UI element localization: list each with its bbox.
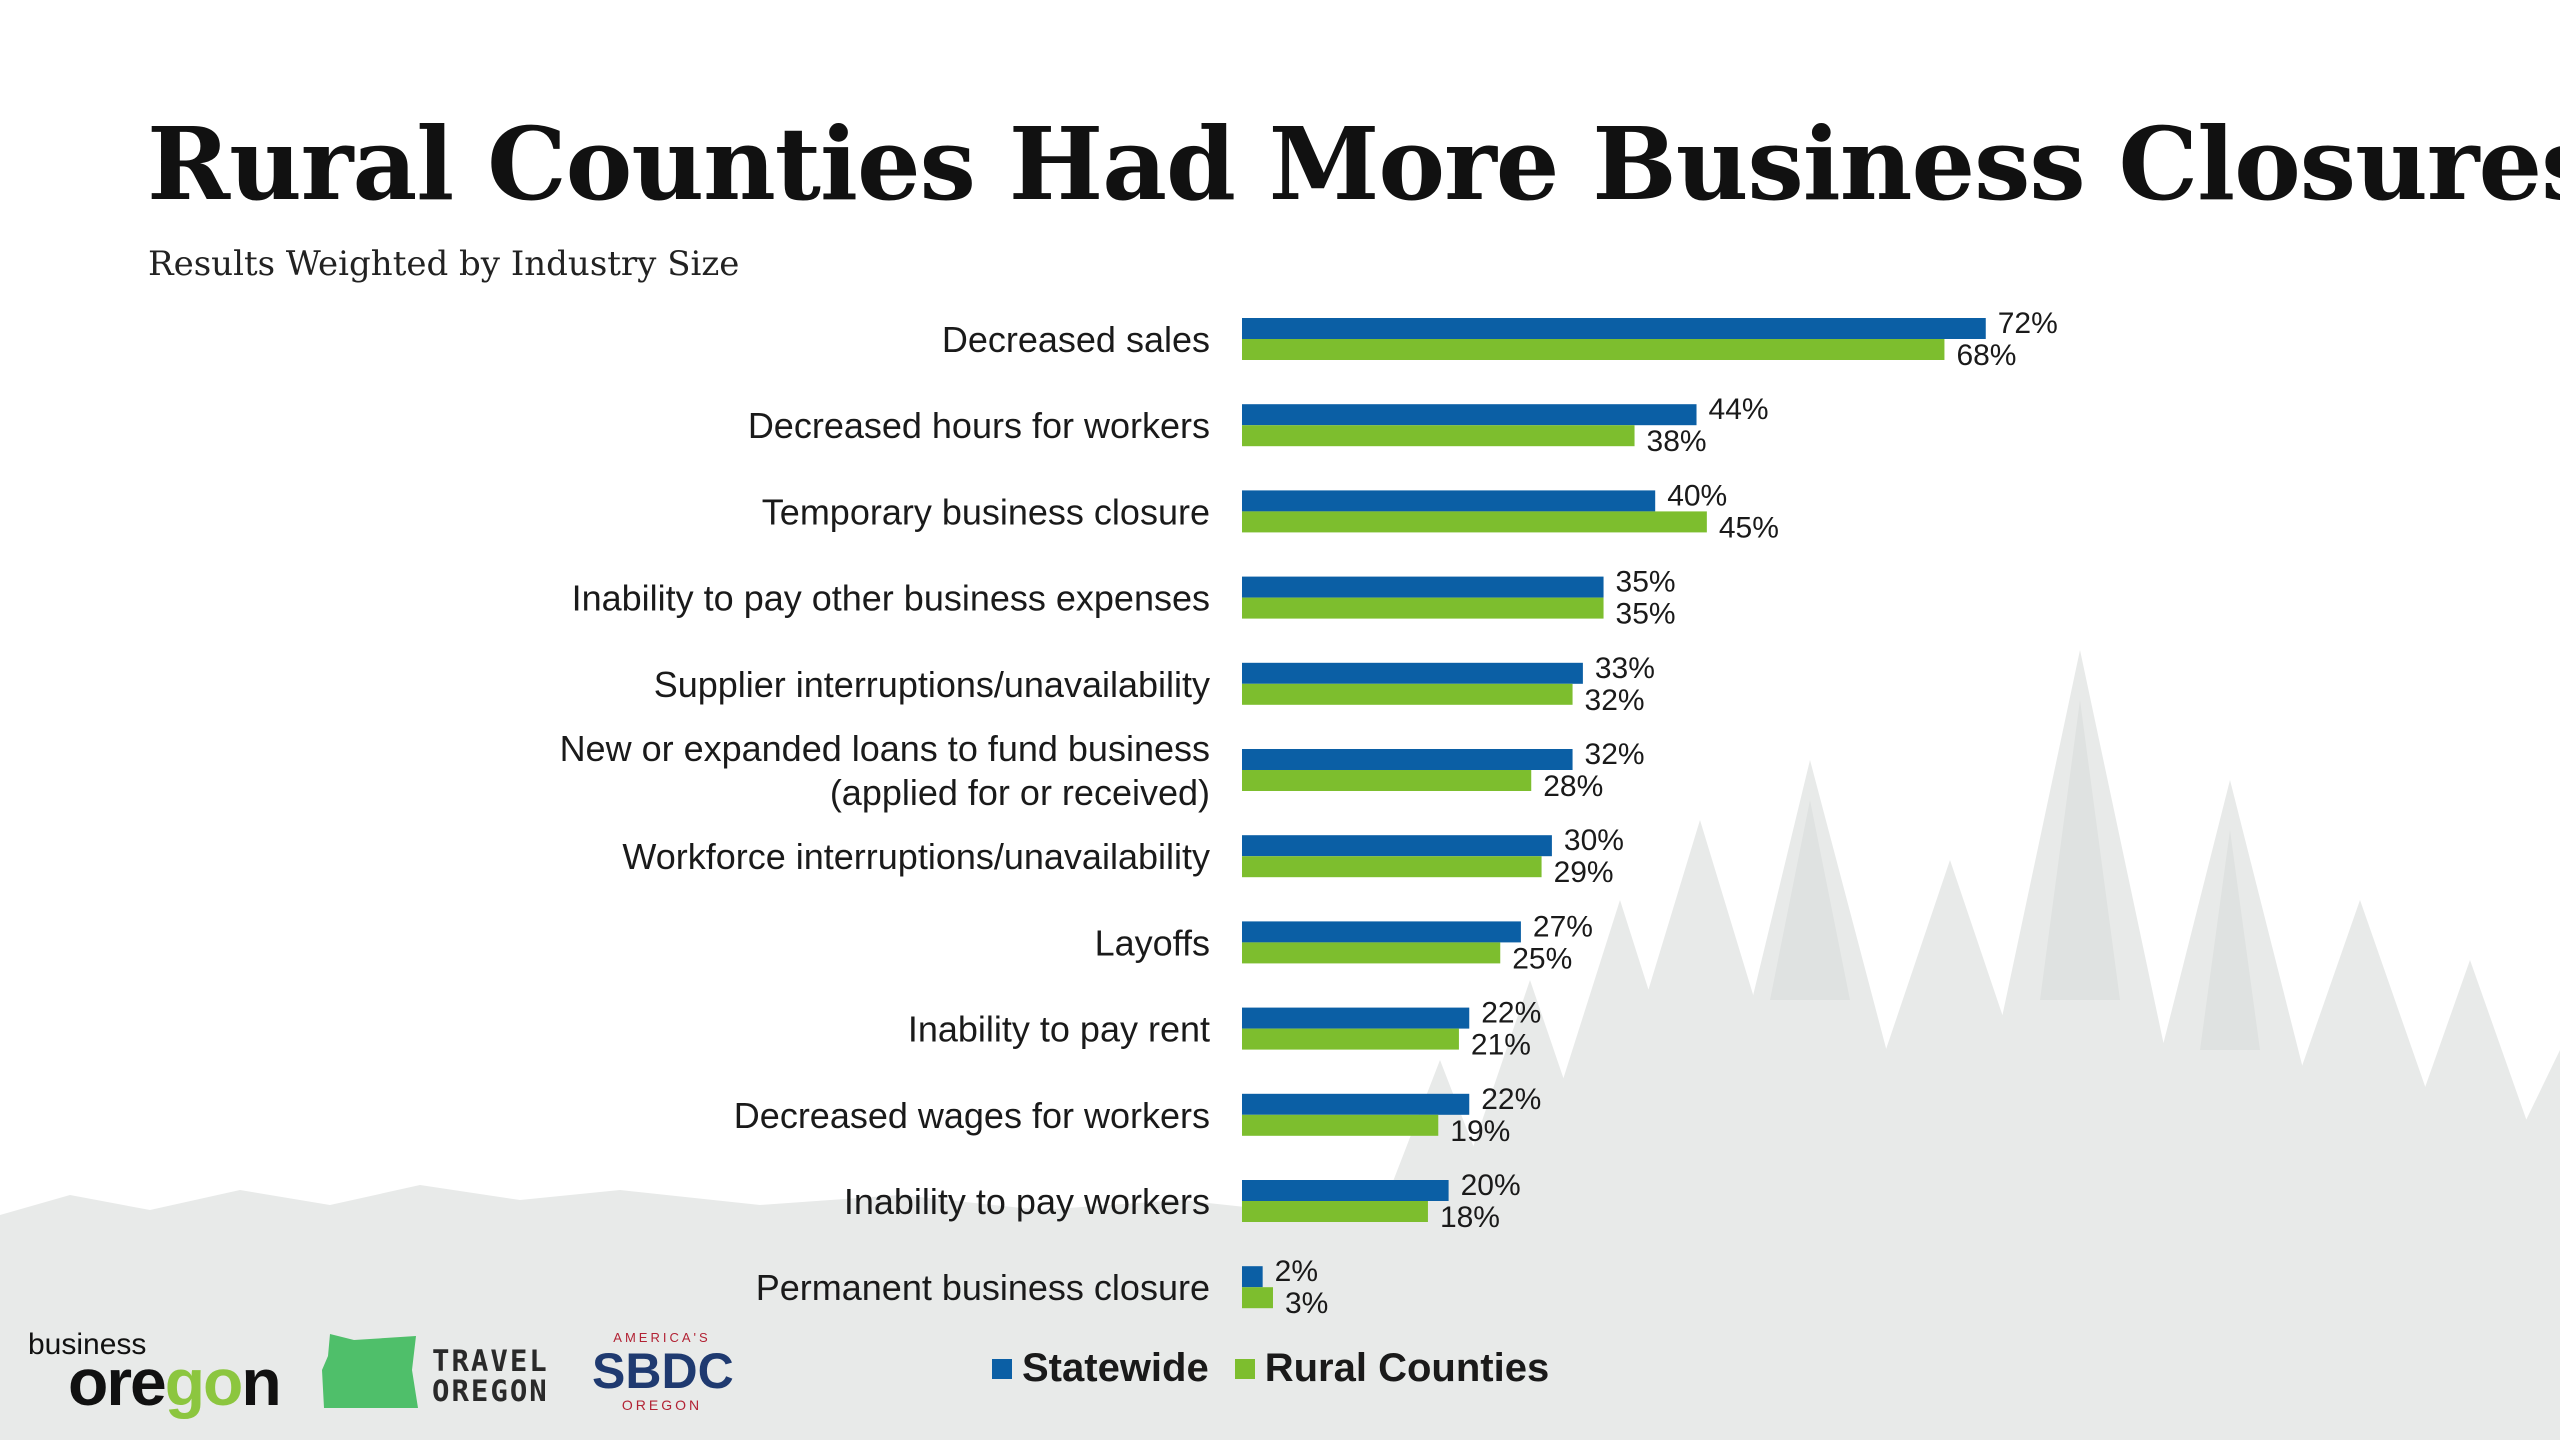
- value-label-statewide: 72%: [1998, 307, 2058, 340]
- value-label-statewide: 32%: [1585, 738, 1645, 771]
- category-label: New or expanded loans to fund business (a…: [560, 728, 1210, 813]
- bar-statewide: [1242, 749, 1573, 770]
- category-label-line: Decreased wages for workers: [734, 1095, 1210, 1136]
- legend-item-rural: Rural Counties: [1234, 1346, 1550, 1391]
- bar-statewide: [1242, 404, 1697, 426]
- category-label: Inability to pay other business expenses: [572, 578, 1210, 619]
- bar-statewide: [1242, 1093, 1470, 1115]
- value-label-rural-counties: 35%: [1616, 598, 1676, 631]
- category-label-line: Inability to pay rent: [908, 1009, 1210, 1050]
- value-label-rural-counties: 45%: [1719, 511, 1779, 544]
- bar-rural-counties: [1242, 942, 1501, 964]
- bar-rural-counties: [1242, 597, 1604, 619]
- value-label-rural-counties: 18%: [1440, 1201, 1500, 1234]
- oregon-map-icon: [322, 1334, 418, 1408]
- value-label-statewide: 20%: [1461, 1169, 1521, 1202]
- category-label: Decreased hours for workers: [748, 405, 1210, 446]
- value-label-rural-counties: 25%: [1512, 942, 1572, 975]
- sbdc-logo-top: AMERICA'S: [613, 1330, 711, 1345]
- bar-statewide: [1242, 835, 1552, 857]
- category-label: Workforce interruptions/unavailability: [622, 836, 1210, 877]
- value-label-rural-counties: 29%: [1554, 856, 1614, 889]
- sbdc-logo-main: SBDC: [592, 1343, 734, 1399]
- page-subtitle: Results Weighted by Industry Size: [148, 244, 740, 284]
- category-label: Inability to pay workers: [844, 1181, 1210, 1222]
- bar-statewide: [1242, 1007, 1470, 1029]
- bar-statewide: [1242, 490, 1656, 512]
- category-label-line: Inability to pay workers: [844, 1181, 1210, 1222]
- bar-statewide: [1242, 318, 1986, 339]
- bar-statewide: [1242, 662, 1583, 684]
- legend-swatch-rural: [1234, 1358, 1255, 1379]
- category-label-line: Supplier interruptions/unavailability: [654, 664, 1210, 705]
- value-label-rural-counties: 19%: [1450, 1115, 1510, 1148]
- value-label-statewide: 30%: [1564, 824, 1624, 857]
- value-label-rural-counties: 38%: [1647, 425, 1707, 458]
- business-oregon-logo-part-3: n: [241, 1345, 281, 1419]
- value-label-statewide: 22%: [1481, 1083, 1541, 1116]
- category-label-line: (applied for or received): [830, 772, 1210, 813]
- travel-oregon-line-2: OREGON: [432, 1374, 549, 1408]
- travel-oregon-logo-text: TRAVEL OREGON: [432, 1346, 549, 1406]
- bar-rural-counties: [1242, 770, 1532, 791]
- category-label: Layoffs: [1095, 922, 1210, 963]
- category-label: Decreased sales: [942, 319, 1210, 360]
- value-label-statewide: 35%: [1616, 566, 1676, 599]
- category-label-line: Workforce interruptions/unavailability: [622, 836, 1210, 877]
- value-label-rural-counties: 28%: [1543, 770, 1603, 803]
- value-label-statewide: 22%: [1481, 997, 1541, 1030]
- bar-rural-counties: [1242, 1201, 1428, 1222]
- value-label-statewide: 2%: [1275, 1255, 1318, 1288]
- category-label: Temporary business closure: [762, 491, 1210, 532]
- legend-item-statewide: Statewide: [992, 1346, 1209, 1391]
- bar-statewide: [1242, 921, 1521, 943]
- value-label-statewide: 44%: [1709, 393, 1769, 426]
- value-label-statewide: 40%: [1667, 479, 1727, 512]
- business-oregon-logo-part-2: go: [164, 1345, 244, 1419]
- category-label-line: Decreased hours for workers: [748, 405, 1210, 446]
- page-title: Rural Counties Had More Business Closure…: [147, 105, 2560, 223]
- value-label-rural-counties: 3%: [1285, 1287, 1328, 1320]
- category-label-line: Temporary business closure: [762, 491, 1210, 532]
- legend-swatch-statewide: [992, 1358, 1012, 1379]
- category-label: Inability to pay rent: [908, 1009, 1210, 1050]
- category-label-line: New or expanded loans to fund business: [560, 728, 1210, 769]
- bar-statewide: [1242, 1266, 1263, 1288]
- sbdc-logo-bottom: OREGON: [621, 1397, 703, 1413]
- legend-label-statewide: Statewide: [1022, 1346, 1209, 1390]
- bar-statewide: [1242, 576, 1604, 598]
- logo-bar: business oregon TRAVEL OREGON AMERICA'S …: [0, 1300, 760, 1440]
- business-oregon-logo-big-text: oregon: [68, 1344, 282, 1420]
- travel-oregon-line-1: TRAVEL: [432, 1344, 549, 1378]
- bar-statewide: [1242, 1180, 1449, 1201]
- bar-rural-counties: [1242, 856, 1542, 878]
- legend-label-rural: Rural Counties: [1264, 1346, 1550, 1390]
- bar-rural-counties: [1242, 1114, 1439, 1136]
- chart-legend: Statewide Rural Counties: [992, 1346, 1575, 1391]
- value-label-rural-counties: 32%: [1585, 684, 1645, 717]
- value-label-rural-counties: 68%: [1956, 339, 2016, 372]
- bar-rural-counties: [1242, 683, 1573, 705]
- bar-rural-counties: [1242, 425, 1635, 447]
- business-oregon-logo: business oregon: [28, 1328, 288, 1428]
- bar-rural-counties: [1242, 511, 1707, 533]
- category-label-line: Permanent business closure: [756, 1267, 1210, 1308]
- business-oregon-logo-part-1: ore: [68, 1345, 167, 1419]
- bar-rural-counties: [1242, 1287, 1273, 1309]
- sbdc-logo: AMERICA'S SBDC OREGON: [592, 1330, 734, 1430]
- bar-rural-counties: [1242, 339, 1945, 360]
- category-label-line: Inability to pay other business expenses: [572, 578, 1210, 619]
- category-label: Decreased wages for workers: [734, 1095, 1210, 1136]
- value-label-rural-counties: 21%: [1471, 1029, 1531, 1062]
- category-label-line: Layoffs: [1095, 922, 1210, 963]
- bar-rural-counties: [1242, 1028, 1459, 1050]
- category-label: Supplier interruptions/unavailability: [654, 664, 1210, 705]
- value-label-statewide: 27%: [1533, 910, 1593, 943]
- value-label-statewide: 33%: [1595, 652, 1655, 685]
- category-label-line: Decreased sales: [942, 319, 1210, 360]
- business-oregon-logo-small-text: business: [28, 1328, 147, 1361]
- category-label: Permanent business closure: [756, 1267, 1210, 1308]
